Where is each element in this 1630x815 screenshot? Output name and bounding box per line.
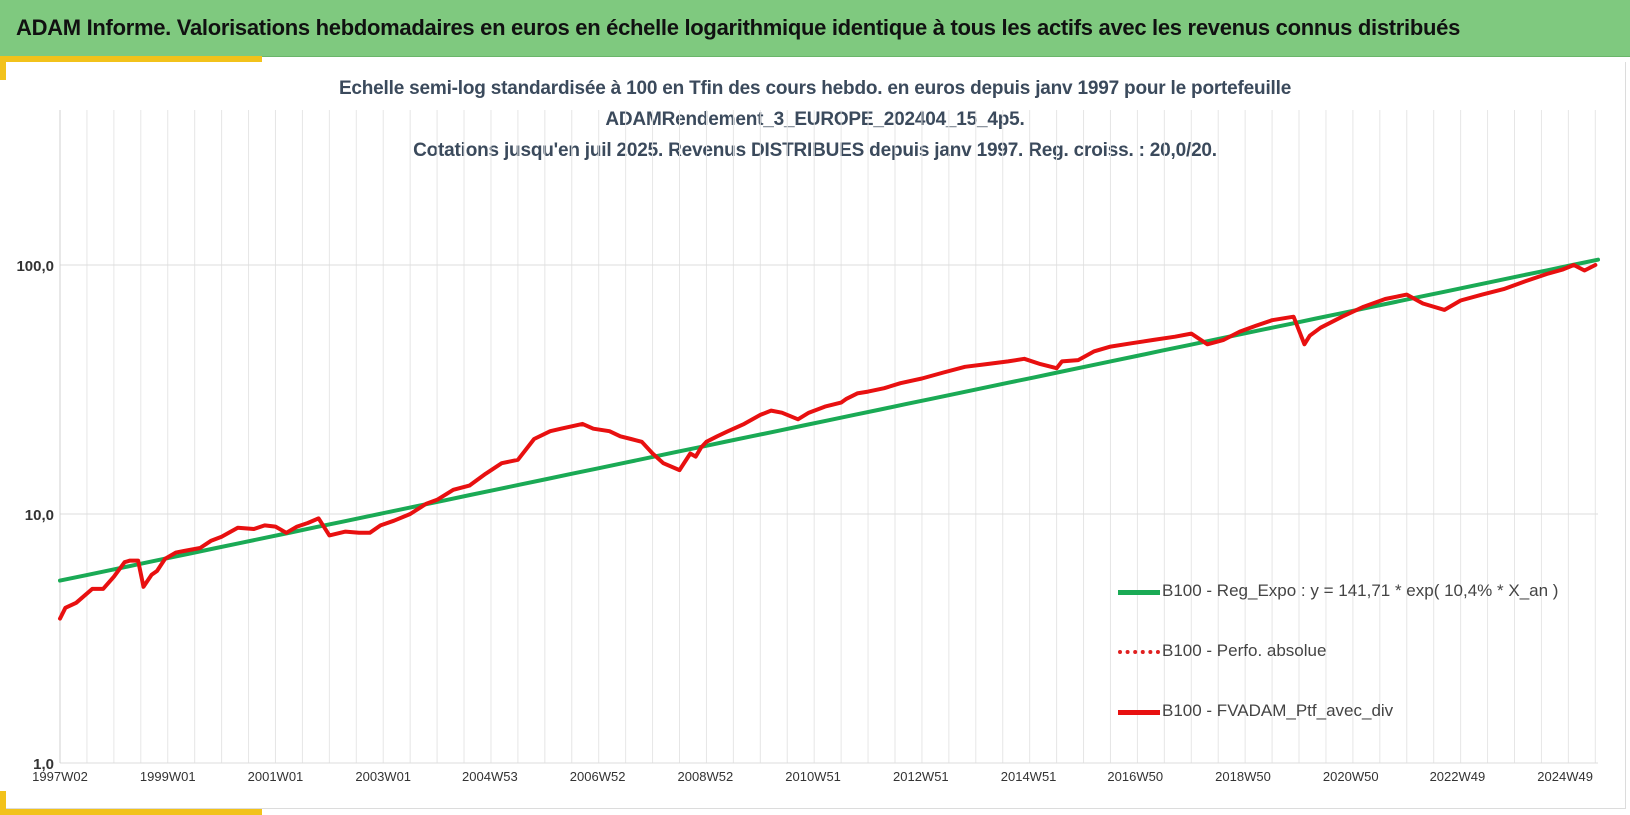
x-tick-label: 2006W52 bbox=[570, 769, 626, 784]
chart-title-line-2: ADAMRendement_3_EUROPE_202404_15_4p5. bbox=[605, 109, 1025, 130]
accent-corner-bottom bbox=[0, 791, 6, 815]
x-tick-label: 2001W01 bbox=[248, 769, 304, 784]
x-tick-label: 2004W53 bbox=[462, 769, 518, 784]
legend-item-portfolio: B100 - FVADAM_Ptf_avec_div bbox=[1118, 701, 1602, 725]
accent-corner-top bbox=[0, 56, 6, 80]
legend-swatch-portfolio bbox=[1118, 710, 1160, 715]
grid-layer bbox=[59, 110, 1598, 764]
accent-bar-top bbox=[0, 56, 262, 62]
chart-frame bbox=[6, 62, 1626, 809]
legend-item-perfo-absolue: B100 - Perfo. absolue bbox=[1118, 641, 1602, 665]
regression-line bbox=[58, 257, 1600, 583]
x-tick-label: 2016W50 bbox=[1107, 769, 1163, 784]
header-banner: ADAM Informe. Valorisations hebdomadaire… bbox=[0, 0, 1630, 57]
legend-item-regression: B100 - Reg_Expo : y = 141,71 * exp( 10,4… bbox=[1118, 581, 1602, 605]
portfolio-line bbox=[58, 263, 1598, 621]
x-tick-label: 2024W49 bbox=[1537, 769, 1593, 784]
legend-label-regression: B100 - Reg_Expo : y = 141,71 * exp( 10,4… bbox=[1162, 581, 1559, 600]
x-tick-label: 2008W52 bbox=[678, 769, 734, 784]
x-tick-label: 2012W51 bbox=[893, 769, 949, 784]
chart-title-line-1: Echelle semi-log standardisée à 100 en T… bbox=[338, 78, 1292, 99]
legend-swatch-regression bbox=[1118, 590, 1160, 595]
legend-label-perfo-absolue: B100 - Perfo. absolue bbox=[1162, 641, 1327, 660]
legend-swatch-perfo-absolue bbox=[1118, 650, 1160, 654]
x-tick-label: 1997W02 bbox=[32, 769, 88, 784]
x-tick-label: 2020W50 bbox=[1323, 769, 1379, 784]
y-tick-label: 100,0 bbox=[16, 258, 54, 275]
x-tick-label: 1999W01 bbox=[140, 769, 196, 784]
legend-label-portfolio: B100 - FVADAM_Ptf_avec_div bbox=[1162, 701, 1394, 720]
chart-title-line-3: Cotations jusqu'en juil 2025. Revenus DI… bbox=[413, 140, 1217, 161]
x-tick-label: 2003W01 bbox=[355, 769, 411, 784]
y-tick-label: 1,0 bbox=[33, 756, 54, 773]
y-tick-label: 10,0 bbox=[25, 507, 54, 524]
x-tick-label: 2014W51 bbox=[1001, 769, 1057, 784]
x-tick-label: 2022W49 bbox=[1430, 769, 1486, 784]
series-layer bbox=[58, 257, 1600, 621]
x-tick-label: 2018W50 bbox=[1215, 769, 1271, 784]
accent-bar-bottom bbox=[0, 809, 262, 815]
x-tick-label: 2010W51 bbox=[785, 769, 841, 784]
page-title: ADAM Informe. Valorisations hebdomadaire… bbox=[16, 15, 1461, 40]
